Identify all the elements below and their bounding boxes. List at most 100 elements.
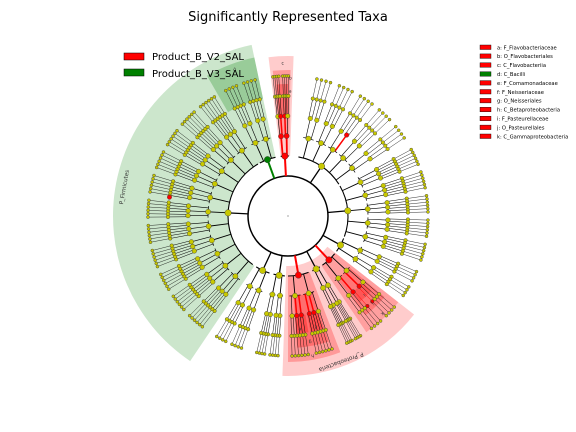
node-genus bbox=[403, 189, 408, 194]
node-species bbox=[150, 248, 155, 253]
node-family bbox=[227, 131, 233, 137]
node-family bbox=[351, 138, 357, 144]
edge-species bbox=[387, 137, 405, 150]
edge-species bbox=[148, 203, 169, 206]
edge-species bbox=[359, 103, 373, 121]
edge-family bbox=[367, 218, 388, 221]
node-species bbox=[402, 136, 406, 140]
edge-family bbox=[196, 175, 215, 185]
edge-genus bbox=[176, 251, 195, 260]
node-species bbox=[215, 334, 219, 339]
node-species bbox=[317, 350, 322, 355]
node-family bbox=[246, 305, 252, 311]
node-species bbox=[419, 170, 423, 174]
edge-genus bbox=[378, 257, 398, 267]
edge-species bbox=[342, 91, 353, 110]
edge-genus bbox=[174, 247, 194, 255]
edge-species bbox=[338, 324, 347, 344]
edge-genus bbox=[209, 291, 224, 308]
edge-species bbox=[312, 78, 318, 99]
clade-letter-g: g bbox=[308, 338, 312, 343]
node-species bbox=[422, 182, 427, 187]
node-species bbox=[146, 215, 150, 219]
edge-genus bbox=[364, 139, 381, 153]
edge-genus bbox=[173, 245, 193, 252]
node-species bbox=[147, 198, 151, 202]
node-order bbox=[277, 292, 283, 299]
node-species bbox=[415, 159, 419, 163]
node-species bbox=[346, 87, 350, 92]
node-family bbox=[251, 307, 257, 313]
node-species bbox=[187, 313, 192, 318]
edge-species bbox=[342, 322, 353, 341]
edge-species bbox=[272, 76, 276, 97]
edge-family bbox=[237, 285, 249, 303]
edge-species bbox=[254, 79, 260, 100]
edge-genus bbox=[366, 142, 384, 155]
edge-family bbox=[340, 141, 355, 157]
node-species bbox=[426, 210, 430, 214]
node-species bbox=[153, 258, 157, 262]
node-species bbox=[425, 231, 429, 235]
node-species bbox=[303, 353, 307, 357]
edge-species bbox=[154, 250, 174, 258]
node-species bbox=[314, 351, 319, 355]
legend-label-v3: Product_B_V3_SAL bbox=[152, 69, 244, 80]
node-species bbox=[405, 288, 409, 292]
edge-species bbox=[161, 154, 181, 164]
edge-family bbox=[279, 295, 282, 316]
node-species bbox=[150, 180, 154, 184]
node-family bbox=[255, 118, 261, 124]
sector-firmicutes bbox=[112, 44, 276, 362]
edge-genus bbox=[203, 130, 218, 146]
node-genus bbox=[205, 124, 210, 129]
clade-letter-a: a bbox=[289, 89, 292, 94]
edge-genus bbox=[382, 247, 402, 254]
node-family bbox=[242, 123, 248, 129]
edge-species bbox=[148, 210, 169, 212]
edge-species bbox=[150, 188, 171, 193]
edge-species bbox=[404, 242, 425, 248]
edge-family bbox=[209, 265, 226, 279]
clade-sectors bbox=[112, 44, 415, 376]
edge-family bbox=[307, 293, 315, 313]
biomarker-label-c: c: C_Flavobacteriia bbox=[497, 63, 546, 69]
biomarker-label-d: d: C_Bacilli bbox=[497, 72, 525, 78]
edge-species bbox=[148, 200, 169, 203]
phylum-label-firmicutes: P_Firmicutes bbox=[119, 169, 131, 205]
edge-species bbox=[275, 335, 278, 356]
node-family bbox=[344, 132, 350, 138]
edge-genus bbox=[339, 113, 351, 131]
node-species bbox=[320, 349, 325, 354]
edge-species bbox=[167, 144, 185, 156]
edge-species bbox=[157, 164, 177, 172]
edge-genus bbox=[375, 158, 394, 169]
node-species bbox=[148, 240, 153, 244]
edge-species bbox=[216, 319, 228, 337]
node-family bbox=[239, 302, 245, 308]
edge-species bbox=[150, 191, 170, 196]
node-species bbox=[410, 279, 414, 283]
node-family bbox=[223, 291, 229, 297]
node-family bbox=[385, 217, 391, 223]
node-species bbox=[149, 186, 153, 191]
edge-genus bbox=[191, 275, 208, 288]
edge-genus bbox=[357, 130, 373, 145]
node-family bbox=[363, 150, 369, 156]
edge-species bbox=[331, 85, 340, 105]
node-family bbox=[298, 312, 304, 318]
node-genus bbox=[370, 128, 375, 133]
biomarker-label-g: g: O_Neisseriales bbox=[497, 99, 542, 105]
edge-order bbox=[234, 260, 249, 277]
edge-species bbox=[407, 219, 428, 221]
edge-genus bbox=[274, 315, 278, 336]
node-species bbox=[155, 264, 160, 269]
node-species bbox=[330, 347, 334, 351]
edge-family bbox=[226, 136, 240, 154]
edge-genus bbox=[234, 108, 244, 127]
edge-genus bbox=[308, 98, 314, 119]
edge-species bbox=[189, 116, 204, 132]
edge-species bbox=[175, 287, 192, 300]
node-family bbox=[371, 265, 377, 271]
edge-order bbox=[221, 170, 239, 183]
